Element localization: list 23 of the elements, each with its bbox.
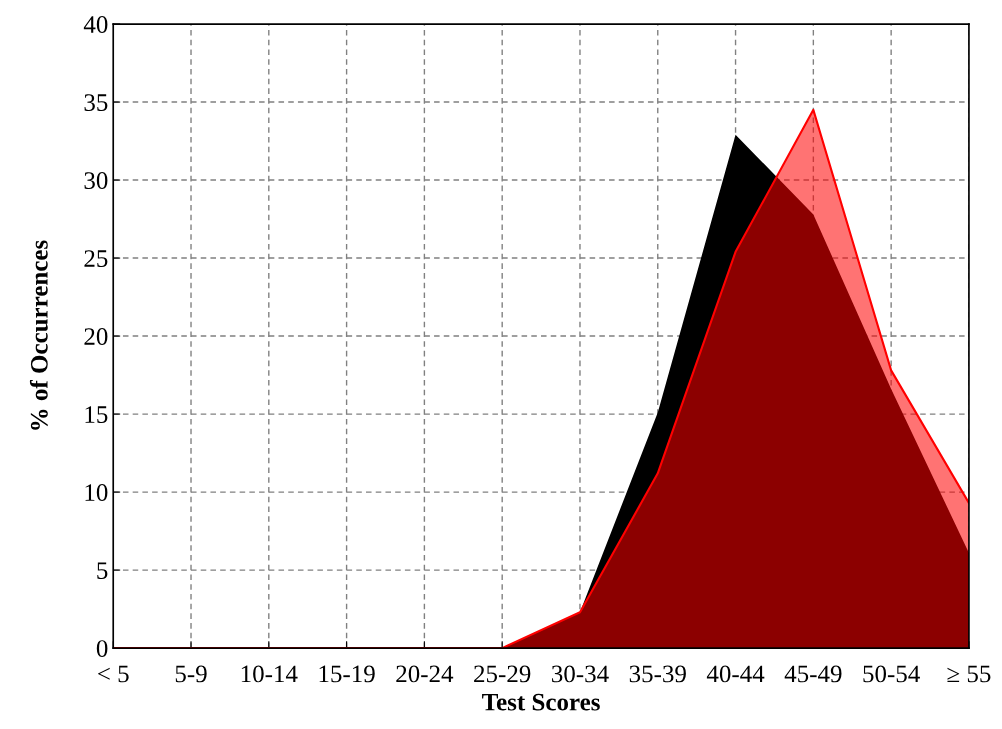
y-tick-label: 35 bbox=[84, 94, 108, 111]
x-tick-label: 25-29 bbox=[474, 665, 531, 683]
y-tick-label: 10 bbox=[85, 484, 108, 501]
y-tick-label: 5 bbox=[97, 562, 108, 579]
y-tick-label: 25 bbox=[84, 250, 108, 267]
x-tick-label: < 5 bbox=[98, 665, 129, 683]
y-tick-label: 0 bbox=[96, 640, 108, 657]
x-tick-label: 35-39 bbox=[629, 665, 686, 683]
x-tick-label: 20-24 bbox=[396, 665, 454, 683]
y-tick-label: 40 bbox=[83, 16, 108, 33]
x-tick-label: 10-14 bbox=[241, 665, 298, 683]
y-tick-label: 30 bbox=[84, 172, 108, 189]
x-tick-label: 45-49 bbox=[784, 665, 842, 683]
x-tick-label: 5-9 bbox=[175, 665, 207, 683]
x-tick-label: 40-44 bbox=[706, 665, 765, 683]
y-tick-label: 20 bbox=[84, 328, 108, 345]
x-axis-title: Test Scores bbox=[482, 693, 600, 711]
x-tick-label: 50-54 bbox=[863, 665, 920, 683]
x-tick-label: 30-34 bbox=[552, 665, 609, 683]
x-tick-label: ≥ 55 bbox=[947, 665, 991, 683]
y-axis-title: % of Occurrences bbox=[29, 240, 48, 430]
x-tick-label: 15-19 bbox=[319, 665, 375, 683]
y-tick-label: 15 bbox=[85, 406, 108, 423]
